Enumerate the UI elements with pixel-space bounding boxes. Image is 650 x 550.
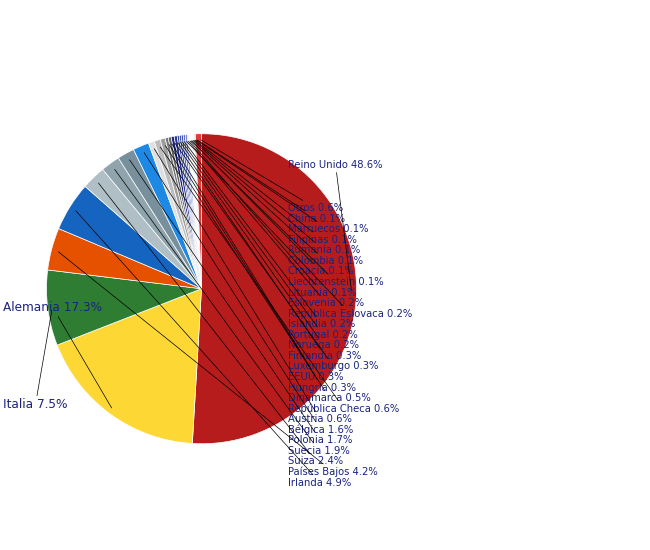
Wedge shape [160, 138, 202, 289]
Text: Dinamarca 0.5%: Dinamarca 0.5% [165, 146, 371, 403]
Text: Finlandia 0.3%: Finlandia 0.3% [178, 143, 361, 361]
Wedge shape [57, 289, 202, 443]
Text: Polonia 1.7%: Polonia 1.7% [129, 160, 353, 446]
Wedge shape [196, 134, 202, 289]
Text: Hungría 0.3%: Hungría 0.3% [169, 145, 356, 393]
Wedge shape [194, 134, 202, 289]
Wedge shape [133, 143, 202, 289]
Wedge shape [193, 134, 202, 289]
Wedge shape [58, 186, 202, 289]
Wedge shape [85, 169, 202, 289]
Text: Italia 7.5%: Italia 7.5% [3, 310, 68, 411]
Text: Reino Unido 48.6%: Reino Unido 48.6% [289, 160, 383, 290]
Wedge shape [168, 137, 202, 289]
Text: República Eslovaca 0.2%: República Eslovaca 0.2% [187, 141, 413, 319]
Wedge shape [165, 138, 202, 289]
Wedge shape [171, 136, 202, 289]
Text: Croacia 0.1%: Croacia 0.1% [192, 141, 354, 277]
Wedge shape [190, 134, 202, 289]
Text: Islandia 0.2%: Islandia 0.2% [185, 142, 356, 329]
Wedge shape [189, 134, 202, 289]
Wedge shape [174, 136, 202, 289]
Text: Marruecos 0.1%: Marruecos 0.1% [196, 140, 369, 234]
Text: Alemania 17.3%: Alemania 17.3% [3, 301, 112, 408]
Wedge shape [183, 135, 202, 289]
Wedge shape [192, 134, 356, 444]
Wedge shape [188, 134, 202, 289]
Wedge shape [47, 229, 201, 289]
Text: Portugal 0.2%: Portugal 0.2% [183, 142, 358, 340]
Wedge shape [148, 141, 202, 289]
Text: Bélgica 1.6%: Bélgica 1.6% [144, 153, 354, 435]
Wedge shape [177, 135, 202, 289]
Text: China 0.1%: China 0.1% [198, 140, 345, 224]
Wedge shape [179, 135, 202, 289]
Wedge shape [191, 134, 202, 289]
Wedge shape [187, 134, 202, 289]
Text: Irlanda 4.9%: Irlanda 4.9% [76, 211, 352, 487]
Text: Eslovenia 0.2%: Eslovenia 0.2% [188, 141, 365, 308]
Text: Austria 0.6%: Austria 0.6% [154, 149, 352, 424]
Wedge shape [154, 139, 202, 289]
Text: Colombia 0.1%: Colombia 0.1% [193, 141, 363, 266]
Text: Noruega 0.2%: Noruega 0.2% [181, 142, 359, 350]
Text: Suiza 2.4%: Suiza 2.4% [99, 183, 343, 466]
Wedge shape [181, 135, 202, 289]
Text: La Oliva - Turistas extranjeros según país - Abril de 2024: La Oliva - Turistas extranjeros según pa… [117, 10, 533, 26]
Wedge shape [185, 134, 202, 289]
Wedge shape [103, 158, 202, 289]
Text: Filipinas 0.1%: Filipinas 0.1% [195, 140, 358, 245]
Wedge shape [118, 150, 202, 289]
Text: República Checa 0.6%: República Checa 0.6% [160, 147, 400, 414]
Text: Rumanía 0.1%: Rumanía 0.1% [194, 140, 361, 255]
Text: Liechtenstein 0.1%: Liechtenstein 0.1% [191, 141, 384, 287]
Text: Otros 0.6%: Otros 0.6% [201, 140, 343, 213]
Text: Luxemburgo 0.3%: Luxemburgo 0.3% [175, 144, 379, 371]
Text: Suecia 1.9%: Suecia 1.9% [114, 169, 350, 456]
Wedge shape [192, 134, 202, 289]
Text: Lituania 0.1%: Lituania 0.1% [190, 141, 357, 298]
Text: Países Bajos 4.2%: Países Bajos 4.2% [58, 252, 378, 477]
Wedge shape [47, 270, 202, 345]
Text: EEUU 0.3%: EEUU 0.3% [172, 144, 344, 382]
